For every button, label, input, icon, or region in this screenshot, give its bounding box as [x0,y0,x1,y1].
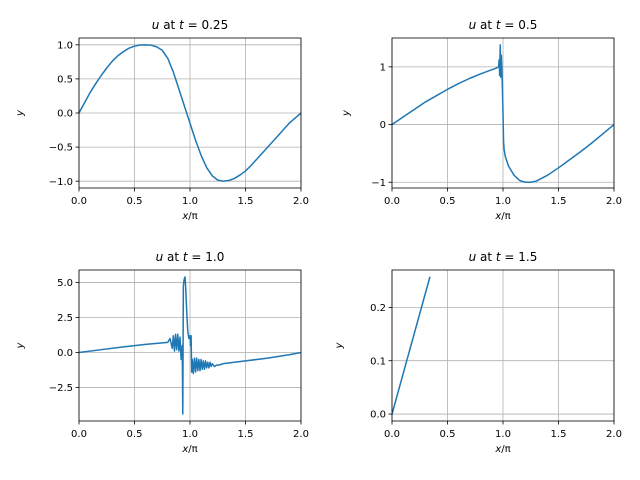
title-text: at [476,18,496,32]
title-variable: u [469,18,477,32]
x-tick-label: 1.5 [551,196,567,207]
title-variable: u [156,250,164,264]
y-tick-label: 0.5 [57,75,73,86]
chart-title: u at t = 1.5 [469,250,538,264]
y-axis-label: y [341,109,352,117]
title-time-value: = 0.5 [501,18,538,32]
y-tick-label: 0 [380,120,386,131]
x-tick-label: 0.5 [440,429,456,440]
chart-panel-1: 0.0 0.5 1.0 1.5 2.0 −1.0 −0.5 0.0 0.5 1.0 u at t =… [15,18,309,222]
y-tick-label: 1.0 [57,40,73,51]
x-axis-label: x/π [181,444,197,455]
x-tick-label: 1.0 [182,196,198,207]
x-tick-label: 0.5 [440,196,456,207]
title-time-value: = 1.5 [501,250,538,264]
x-axis-label: x/π [494,211,510,222]
title-time-variable: t [496,18,502,32]
chart-title: u at t = 0.5 [469,18,538,32]
title-time-variable: t [496,250,502,264]
title-variable: u [152,18,160,32]
x-axis-label-variable: x [181,444,188,455]
title-time-value: = 0.25 [184,18,228,32]
series-line [392,44,614,183]
y-tick-label: 1 [380,62,386,73]
x-axis-label-divisor: /π [501,211,510,222]
x-tick-label: 1.0 [182,429,198,440]
y-tick-label: 0.1 [370,356,386,367]
y-tick-label: −2.5 [49,383,73,394]
series-line [79,276,301,415]
x-tick-label: 0.0 [71,196,87,207]
chart-panel-4: 0.0 0.5 1.0 1.5 2.0 0.0 0.1 0.2 u at t = 1.5 x/π y [334,250,622,455]
y-tick-label: 0.0 [57,348,73,359]
x-tick-label: 1.5 [238,196,254,207]
x-tick-label: 0.0 [384,429,400,440]
x-axis-label-divisor: /π [188,444,197,455]
x-tick-label: 1.0 [495,196,511,207]
y-tick-label: 2.5 [57,313,73,324]
x-tick-label: 2.0 [606,429,622,440]
chart-panel-3: 0.0 0.5 1.0 1.5 2.0 −2.5 0.0 2.5 5.0 u at t = 1.0… [15,250,309,455]
chart-title: u at t = 0.25 [152,18,228,32]
title-time-value: = 1.0 [188,250,225,264]
title-time-variable: t [183,250,189,264]
chart-title: u at t = 1.0 [156,250,225,264]
x-tick-label: 2.0 [293,196,309,207]
x-axis-label-divisor: /π [501,444,510,455]
y-tick-label: 0.0 [57,109,73,120]
x-tick-label: 0.5 [127,196,143,207]
y-tick-label: −1 [371,178,386,189]
y-axis-label: y [15,109,26,117]
x-tick-label: 0.5 [127,429,143,440]
y-axis-label: y [15,341,26,349]
y-axis-label: y [334,341,345,349]
x-tick-label: 1.5 [238,429,254,440]
y-tick-label: 0.2 [370,303,386,314]
series-line [79,44,301,182]
x-axis-label-variable: x [494,211,501,222]
x-tick-label: 2.0 [293,429,309,440]
title-text: at [476,250,496,264]
y-tick-label: 0.0 [370,410,386,421]
title-variable: u [469,250,477,264]
x-axis-label-variable: x [494,444,501,455]
x-axis-label-variable: x [181,211,188,222]
y-tick-label: −1.0 [49,177,73,188]
x-tick-label: 2.0 [606,196,622,207]
y-tick-label: 5.0 [57,278,73,289]
chart-panel-2: 0.0 0.5 1.0 1.5 2.0 −1 0 1 u at t = 0.5 x/π y [341,18,622,222]
series-line [392,276,431,415]
title-time-variable: t [179,18,185,32]
x-tick-label: 1.0 [495,429,511,440]
x-tick-label: 0.0 [71,429,87,440]
x-tick-label: 1.5 [551,429,567,440]
x-axis-label: x/π [494,444,510,455]
y-tick-label: −0.5 [49,143,73,154]
x-tick-label: 0.0 [384,196,400,207]
title-text: at [163,250,183,264]
x-axis-label: x/π [181,211,197,222]
x-axis-label-divisor: /π [188,211,197,222]
title-text: at [159,18,179,32]
